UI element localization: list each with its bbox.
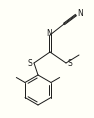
Text: N: N [77, 10, 83, 19]
Text: N: N [46, 30, 52, 38]
Text: S: S [28, 59, 32, 69]
Text: S: S [68, 59, 72, 69]
